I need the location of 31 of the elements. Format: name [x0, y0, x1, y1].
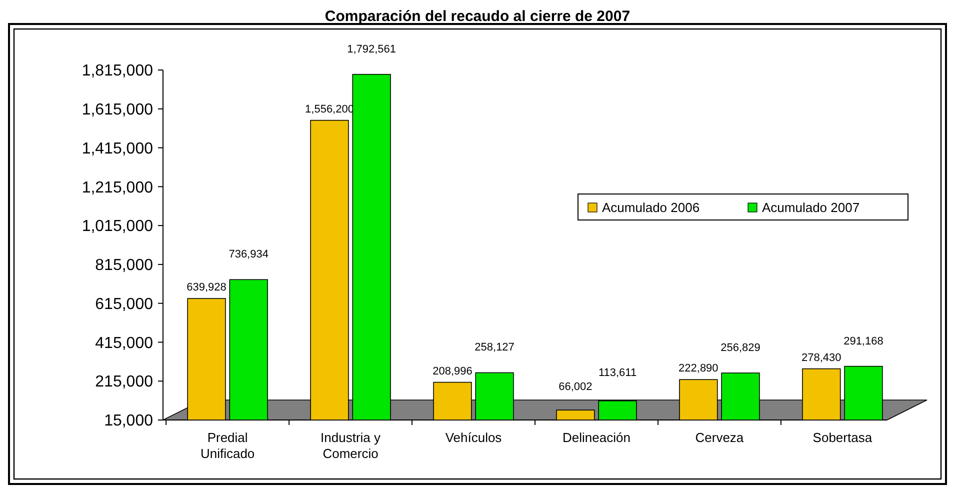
data-label: 113,611	[598, 367, 637, 379]
data-label: 278,430	[802, 352, 842, 364]
chart-title: Comparación del recaudo al cierre de 2007	[324, 8, 630, 25]
x-tick-label: Vehículos	[445, 430, 502, 445]
y-tick-label: 415,000	[95, 334, 154, 352]
data-label: 1,792,561	[347, 43, 396, 56]
x-tick-label: Predial Unificado	[200, 430, 255, 461]
legend-label: Acumulado 2006	[602, 200, 700, 215]
data-label: 222,890	[678, 362, 718, 375]
y-tick-label: 1,215,000	[82, 179, 154, 196]
y-tick-label: 215,000	[95, 374, 154, 391]
data-label: 256,829	[720, 342, 760, 354]
data-label: 1,556,200	[305, 103, 354, 116]
x-tick-label: Sobertasa	[812, 430, 873, 445]
y-tick-label: 1,415,000	[82, 140, 154, 158]
data-label: 736,934	[228, 248, 268, 261]
data-label: 639,928	[186, 281, 226, 294]
x-tick-label: Industria y Comercio	[320, 430, 382, 461]
x-tick-label: Cerveza	[695, 430, 744, 445]
y-tick-label: 815,000	[95, 257, 154, 274]
y-tick-label: 1,815,000	[82, 62, 154, 80]
data-label: 258,127	[474, 342, 514, 354]
y-tick-label: 615,000	[95, 296, 154, 313]
y-tick-label: 15,000	[104, 412, 154, 430]
y-tick-label: 1,615,000	[82, 101, 154, 118]
data-label: 291,168	[844, 335, 884, 348]
y-tick-label: 1,015,000	[82, 218, 154, 236]
data-label: 66,002	[558, 381, 592, 393]
x-tick-label: Delineación	[562, 430, 630, 445]
legend-label: Acumulado 2007	[762, 200, 860, 215]
data-label: 208,996	[432, 365, 472, 378]
